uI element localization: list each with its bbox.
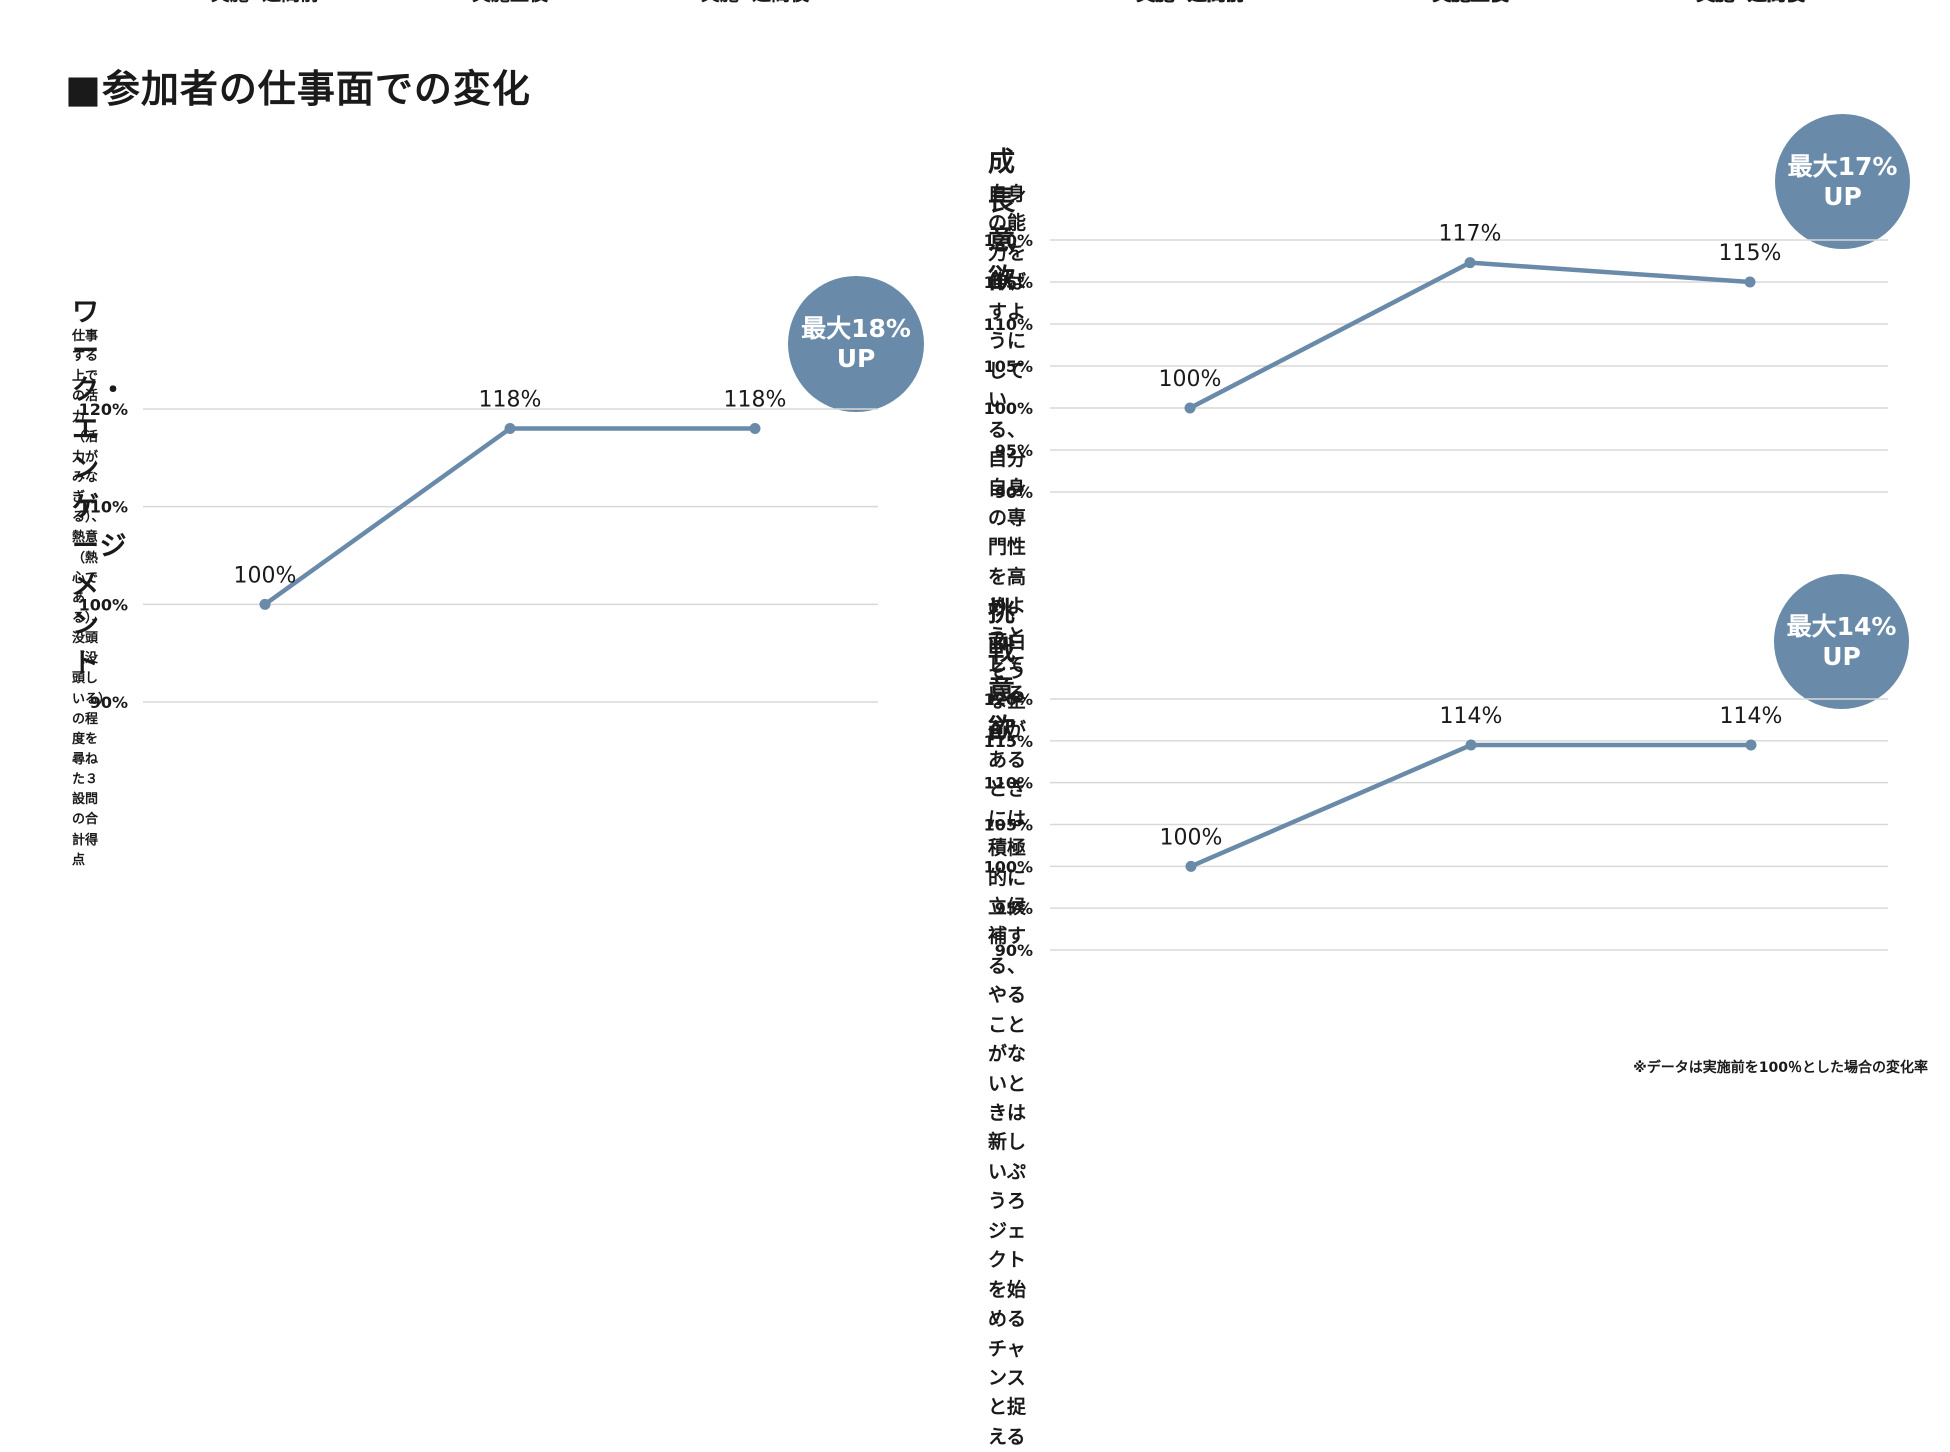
data-label: 114% (1440, 704, 1503, 729)
data-point (749, 423, 761, 435)
y-tick-label: 95% (995, 899, 1033, 918)
growth-title: 成長意欲 (988, 147, 1015, 295)
x-category-label: 実施直後 (1433, 0, 1510, 5)
y-tick-label: 90% (90, 693, 128, 712)
y-tick-label: 110% (79, 498, 128, 517)
data-label: 117% (1439, 222, 1502, 247)
growth-description: 自身の能力を伸ばすようにしている、自分自身の専門性を高めようとしている (988, 180, 1026, 710)
challenge-chart: 90% 95% 100% 105% 110% 115% 120% 100% 実施2週間前 114%… (984, 0, 1888, 960)
growth-badge-line1: 最大17% (1787, 151, 1898, 181)
x-category-label: 実施2週間後 (701, 0, 810, 5)
data-point (504, 423, 516, 435)
data-point (1464, 257, 1476, 269)
x-category-label: 実施2週間後 (1697, 0, 1806, 5)
growth-desc-line1: 自身の能力を伸ばすようにしている、自分自身の専門性を高めようとしている (988, 183, 1027, 706)
y-tick-label: 115% (984, 732, 1033, 751)
x-category-label: 実施直後 (472, 0, 549, 5)
challenge-badge-line1: 最大14% (1786, 611, 1897, 641)
x-category-label: 実施直後 (1432, 0, 1509, 5)
challenge-desc-line1: 面白そうな企画があるときには積極的に立候補する、 (988, 631, 1027, 977)
x-category-label: 実施2週間前 (1136, 0, 1244, 5)
y-tick-label: 115% (984, 273, 1033, 292)
y-tick-label: 90% (995, 941, 1033, 960)
y-tick-label: 90% (995, 483, 1033, 502)
x-category-label: 実施2週間前 (1137, 0, 1245, 5)
y-tick-label: 110% (984, 315, 1033, 334)
data-label: 100% (234, 563, 297, 588)
data-point (259, 598, 271, 610)
y-tick-label: 100% (984, 399, 1033, 418)
x-category-label: 実施2週間後 (1696, 0, 1805, 5)
y-tick-label: 95% (995, 441, 1033, 460)
y-tick-label: 105% (984, 357, 1033, 376)
data-point (1744, 276, 1756, 288)
y-tick-label: 120% (984, 231, 1033, 250)
y-tick-label: 110% (984, 774, 1033, 793)
engagement-desc-line1: 仕事する上での活力（活力がみなぎる）、熱意（熱心である）、没頭（没頭しいる）の程… (72, 329, 105, 747)
engagement-desc-line2: 尋ねた３設問の合計得点 (72, 751, 99, 868)
growth-chart: 90% 95% 100% 105% 110% 115% 120% 100% 実施2週間前 117%… (984, 0, 1888, 502)
y-tick-label: 105% (984, 816, 1033, 835)
challenge-badge: 最大14% UP (1774, 574, 1909, 709)
data-point (1745, 739, 1757, 751)
engagement-badge: 最大18% UP (788, 276, 924, 412)
x-category-label: 実施2週間前 (211, 0, 319, 5)
y-tick-label: 100% (79, 595, 128, 614)
footnote: ※データは実施前を100％とした場合の変化率 (1633, 1060, 1928, 1076)
engagement-badge-line1: 最大18% (801, 314, 911, 343)
growth-badge: 最大17% UP (1775, 114, 1910, 249)
data-point (1465, 739, 1477, 751)
y-tick-label: 120% (984, 690, 1033, 709)
data-point (1184, 402, 1196, 414)
page-title: ■参加者の仕事面での変化 (65, 67, 531, 111)
engagement-chart: 90% 100% 110% 120% 100% 実施2週間前 118% 実施直後 118% 実施2… (79, 0, 878, 712)
y-tick-label: 100% (984, 857, 1033, 876)
challenge-badge-line2: UP (1822, 641, 1861, 671)
data-label: 118% (724, 388, 787, 413)
data-label: 100% (1160, 825, 1223, 850)
data-label: 114% (1720, 704, 1783, 729)
engagement-title: ワーク・エンゲージメント (72, 297, 128, 679)
data-label: 100% (1159, 367, 1222, 392)
engagement-badge-line2: UP (836, 344, 876, 373)
challenge-title: 挑戦意欲 (988, 597, 1015, 745)
data-point (1185, 860, 1197, 872)
data-label: 118% (479, 388, 542, 413)
engagement-description: 仕事する上での活力（活力がみなぎる）、熱意（熱心である）、没頭（没頭しいる）の程… (72, 327, 105, 871)
data-label: 115% (1719, 241, 1782, 266)
y-tick-label: 120% (79, 400, 128, 419)
series-line (1188, 742, 1754, 869)
growth-badge-line2: UP (1823, 181, 1862, 211)
